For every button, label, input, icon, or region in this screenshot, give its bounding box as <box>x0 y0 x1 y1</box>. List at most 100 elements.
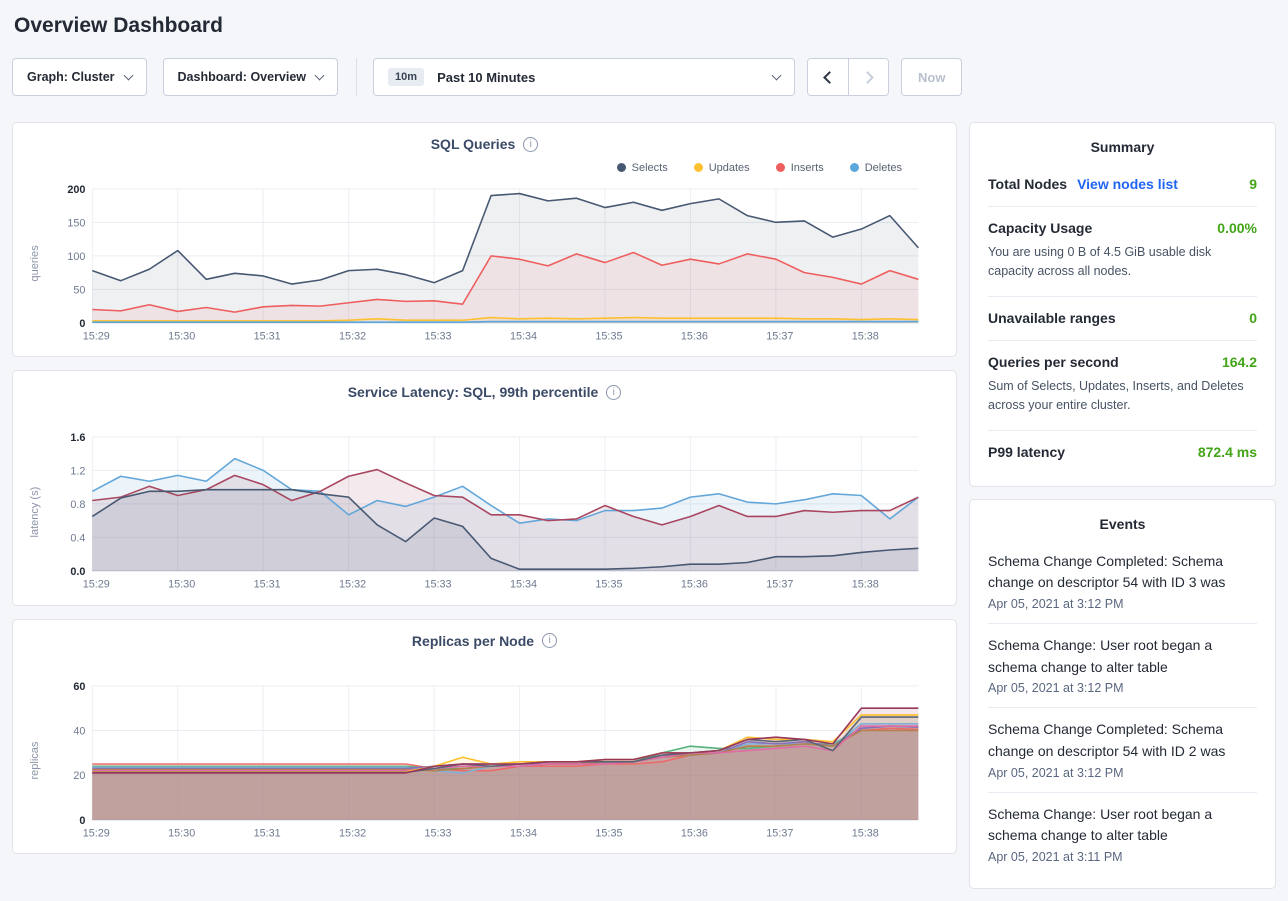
legend-item-deletes[interactable]: Deletes <box>849 160 902 175</box>
dashboard-dropdown[interactable]: Dashboard: Overview <box>162 58 339 96</box>
chart-card-sql-queries: SQL Queries i Selects Updates Inserts Delet… <box>12 122 957 358</box>
svg-text:15:32: 15:32 <box>339 579 366 591</box>
y-axis-label: latency (s) <box>29 486 41 538</box>
time-range-label: Past 10 Minutes <box>437 69 536 85</box>
svg-text:1.6: 1.6 <box>70 432 85 444</box>
svg-text:1.2: 1.2 <box>70 466 85 478</box>
sql-queries-chart[interactable]: 15:29 15:30 15:31 15:32 15:33 15:34 15:35 15:36… <box>43 177 942 350</box>
queries-per-second-label: Queries per second <box>988 353 1119 370</box>
svg-text:15:38: 15:38 <box>852 828 879 840</box>
next-time-button[interactable] <box>848 59 889 95</box>
event-message: Schema Change: User root began a schema … <box>988 636 1213 675</box>
time-range-badge: 10m <box>388 68 425 86</box>
svg-text:15:35: 15:35 <box>595 579 622 591</box>
svg-text:15:35: 15:35 <box>595 828 622 840</box>
total-nodes-value: 9 <box>1249 176 1257 192</box>
legend-item-inserts[interactable]: Inserts <box>775 160 824 175</box>
page-title: Overview Dashboard <box>14 14 223 37</box>
svg-text:15:35: 15:35 <box>595 331 622 343</box>
queries-per-second-value: 164.2 <box>1221 353 1257 370</box>
svg-text:15:34: 15:34 <box>510 828 537 840</box>
legend-dot-icon <box>616 163 626 172</box>
queries-per-second-description: Sum of Selects, Updates, Inserts, and De… <box>988 378 1244 413</box>
svg-text:0.4: 0.4 <box>70 533 85 545</box>
overview-dashboard-page: Overview Dashboard Graph: Cluster Dashbo… <box>0 14 1288 901</box>
chart-legend: Selects Updates Inserts Deletes <box>27 160 902 175</box>
chart-title: Replicas per Node <box>411 632 535 649</box>
info-icon[interactable]: i <box>523 136 539 152</box>
info-icon[interactable]: i <box>606 384 622 400</box>
svg-text:60: 60 <box>73 681 85 693</box>
svg-text:150: 150 <box>67 217 85 229</box>
event-timestamp: Apr 05, 2021 at 3:12 PM <box>988 596 1124 611</box>
svg-text:15:32: 15:32 <box>339 331 366 343</box>
y-axis-label: replicas <box>29 741 41 780</box>
capacity-usage-description: You are using 0 B of 4.5 GiB usable disk… <box>988 245 1212 279</box>
chart-title-row: Service Latency: SQL, 99th percentile i <box>27 384 942 400</box>
chart-title-row: Replicas per Node i <box>27 633 942 649</box>
toolbar: Graph: Cluster Dashboard: Overview 10m P… <box>12 58 1276 96</box>
y-axis-label: queries <box>29 245 41 282</box>
time-range-picker[interactable]: 10m Past 10 Minutes <box>373 58 796 96</box>
svg-text:200: 200 <box>67 184 85 196</box>
svg-text:0: 0 <box>79 815 85 827</box>
svg-text:100: 100 <box>67 251 85 263</box>
sidebar-column: Summary Total Nodes View nodes list 9 Ca… <box>969 122 1276 901</box>
svg-text:15:36: 15:36 <box>681 828 708 840</box>
svg-text:15:37: 15:37 <box>766 579 793 591</box>
p99-latency-label: P99 latency <box>988 443 1066 460</box>
main-content: SQL Queries i Selects Updates Inserts Delet… <box>12 122 1276 901</box>
svg-text:50: 50 <box>73 284 85 296</box>
svg-text:15:32: 15:32 <box>339 828 366 840</box>
legend-label: Selects <box>631 161 668 174</box>
summary-row-total-nodes: Total Nodes View nodes list 9 <box>988 163 1257 207</box>
summary-panel: Summary Total Nodes View nodes list 9 Ca… <box>969 122 1276 487</box>
svg-text:15:29: 15:29 <box>83 828 110 840</box>
legend-item-selects[interactable]: Selects <box>616 160 668 175</box>
svg-text:15:38: 15:38 <box>852 579 879 591</box>
chevron-left-icon <box>823 70 836 84</box>
toolbar-divider <box>356 58 358 96</box>
event-item: Schema Change Completed: Schema change o… <box>988 708 1257 793</box>
svg-text:0.8: 0.8 <box>70 499 85 511</box>
summary-row-capacity-usage: Capacity Usage 0.00% You are using 0 B o… <box>988 207 1257 297</box>
svg-text:15:33: 15:33 <box>424 828 451 840</box>
info-icon[interactable]: i <box>542 633 558 649</box>
graph-dropdown[interactable]: Graph: Cluster <box>12 58 147 96</box>
event-timestamp: Apr 05, 2021 at 3:12 PM <box>988 765 1124 780</box>
legend-item-updates[interactable]: Updates <box>693 160 750 175</box>
svg-text:15:38: 15:38 <box>852 331 879 343</box>
service-latency-chart[interactable]: 15:29 15:30 15:31 15:32 15:33 15:34 15:35 15:36… <box>43 425 942 598</box>
chevron-down-icon <box>123 70 133 80</box>
replicas-per-node-chart[interactable]: 15:29 15:30 15:31 15:32 15:33 15:34 15:35 15:36… <box>43 674 942 847</box>
legend-dot-icon <box>693 163 703 172</box>
chart-card-replicas-per-node: Replicas per Node i replicas 15:29 15:30 1… <box>12 618 957 855</box>
event-timestamp: Apr 05, 2021 at 3:12 PM <box>988 681 1124 696</box>
now-button[interactable]: Now <box>901 58 963 96</box>
event-item: Schema Change Completed: Schema change o… <box>988 540 1257 624</box>
event-item: Schema Change: User root began a schema … <box>988 624 1257 709</box>
events-title: Events <box>1099 515 1146 532</box>
legend-dot-icon <box>849 163 859 172</box>
event-message: Schema Change: User root began a schema … <box>988 805 1213 844</box>
event-timestamp: Apr 05, 2021 at 3:11 PM <box>988 850 1123 864</box>
graph-dropdown-label: Graph: Cluster <box>27 70 115 84</box>
svg-text:15:30: 15:30 <box>168 331 195 343</box>
chart-title: Service Latency: SQL, 99th percentile <box>347 384 599 401</box>
summary-row-p99-latency: P99 latency 872.4 ms <box>988 431 1257 474</box>
time-nav-button-group <box>807 58 890 96</box>
view-nodes-list-link[interactable]: View nodes list <box>1077 176 1178 192</box>
chart-card-service-latency: Service Latency: SQL, 99th percentile i … <box>12 370 957 606</box>
svg-text:40: 40 <box>73 725 85 737</box>
svg-text:0.0: 0.0 <box>70 566 85 578</box>
chevron-down-icon <box>314 70 325 80</box>
summary-title: Summary <box>1090 139 1155 155</box>
legend-label: Updates <box>708 161 750 174</box>
chevron-down-icon <box>771 70 782 80</box>
chart-title-row: SQL Queries i <box>27 136 942 152</box>
prev-time-button[interactable] <box>808 59 849 95</box>
svg-text:15:37: 15:37 <box>766 828 793 840</box>
svg-text:15:29: 15:29 <box>83 331 110 343</box>
svg-text:15:31: 15:31 <box>254 828 281 840</box>
event-message: Schema Change Completed: Schema change o… <box>988 552 1226 591</box>
